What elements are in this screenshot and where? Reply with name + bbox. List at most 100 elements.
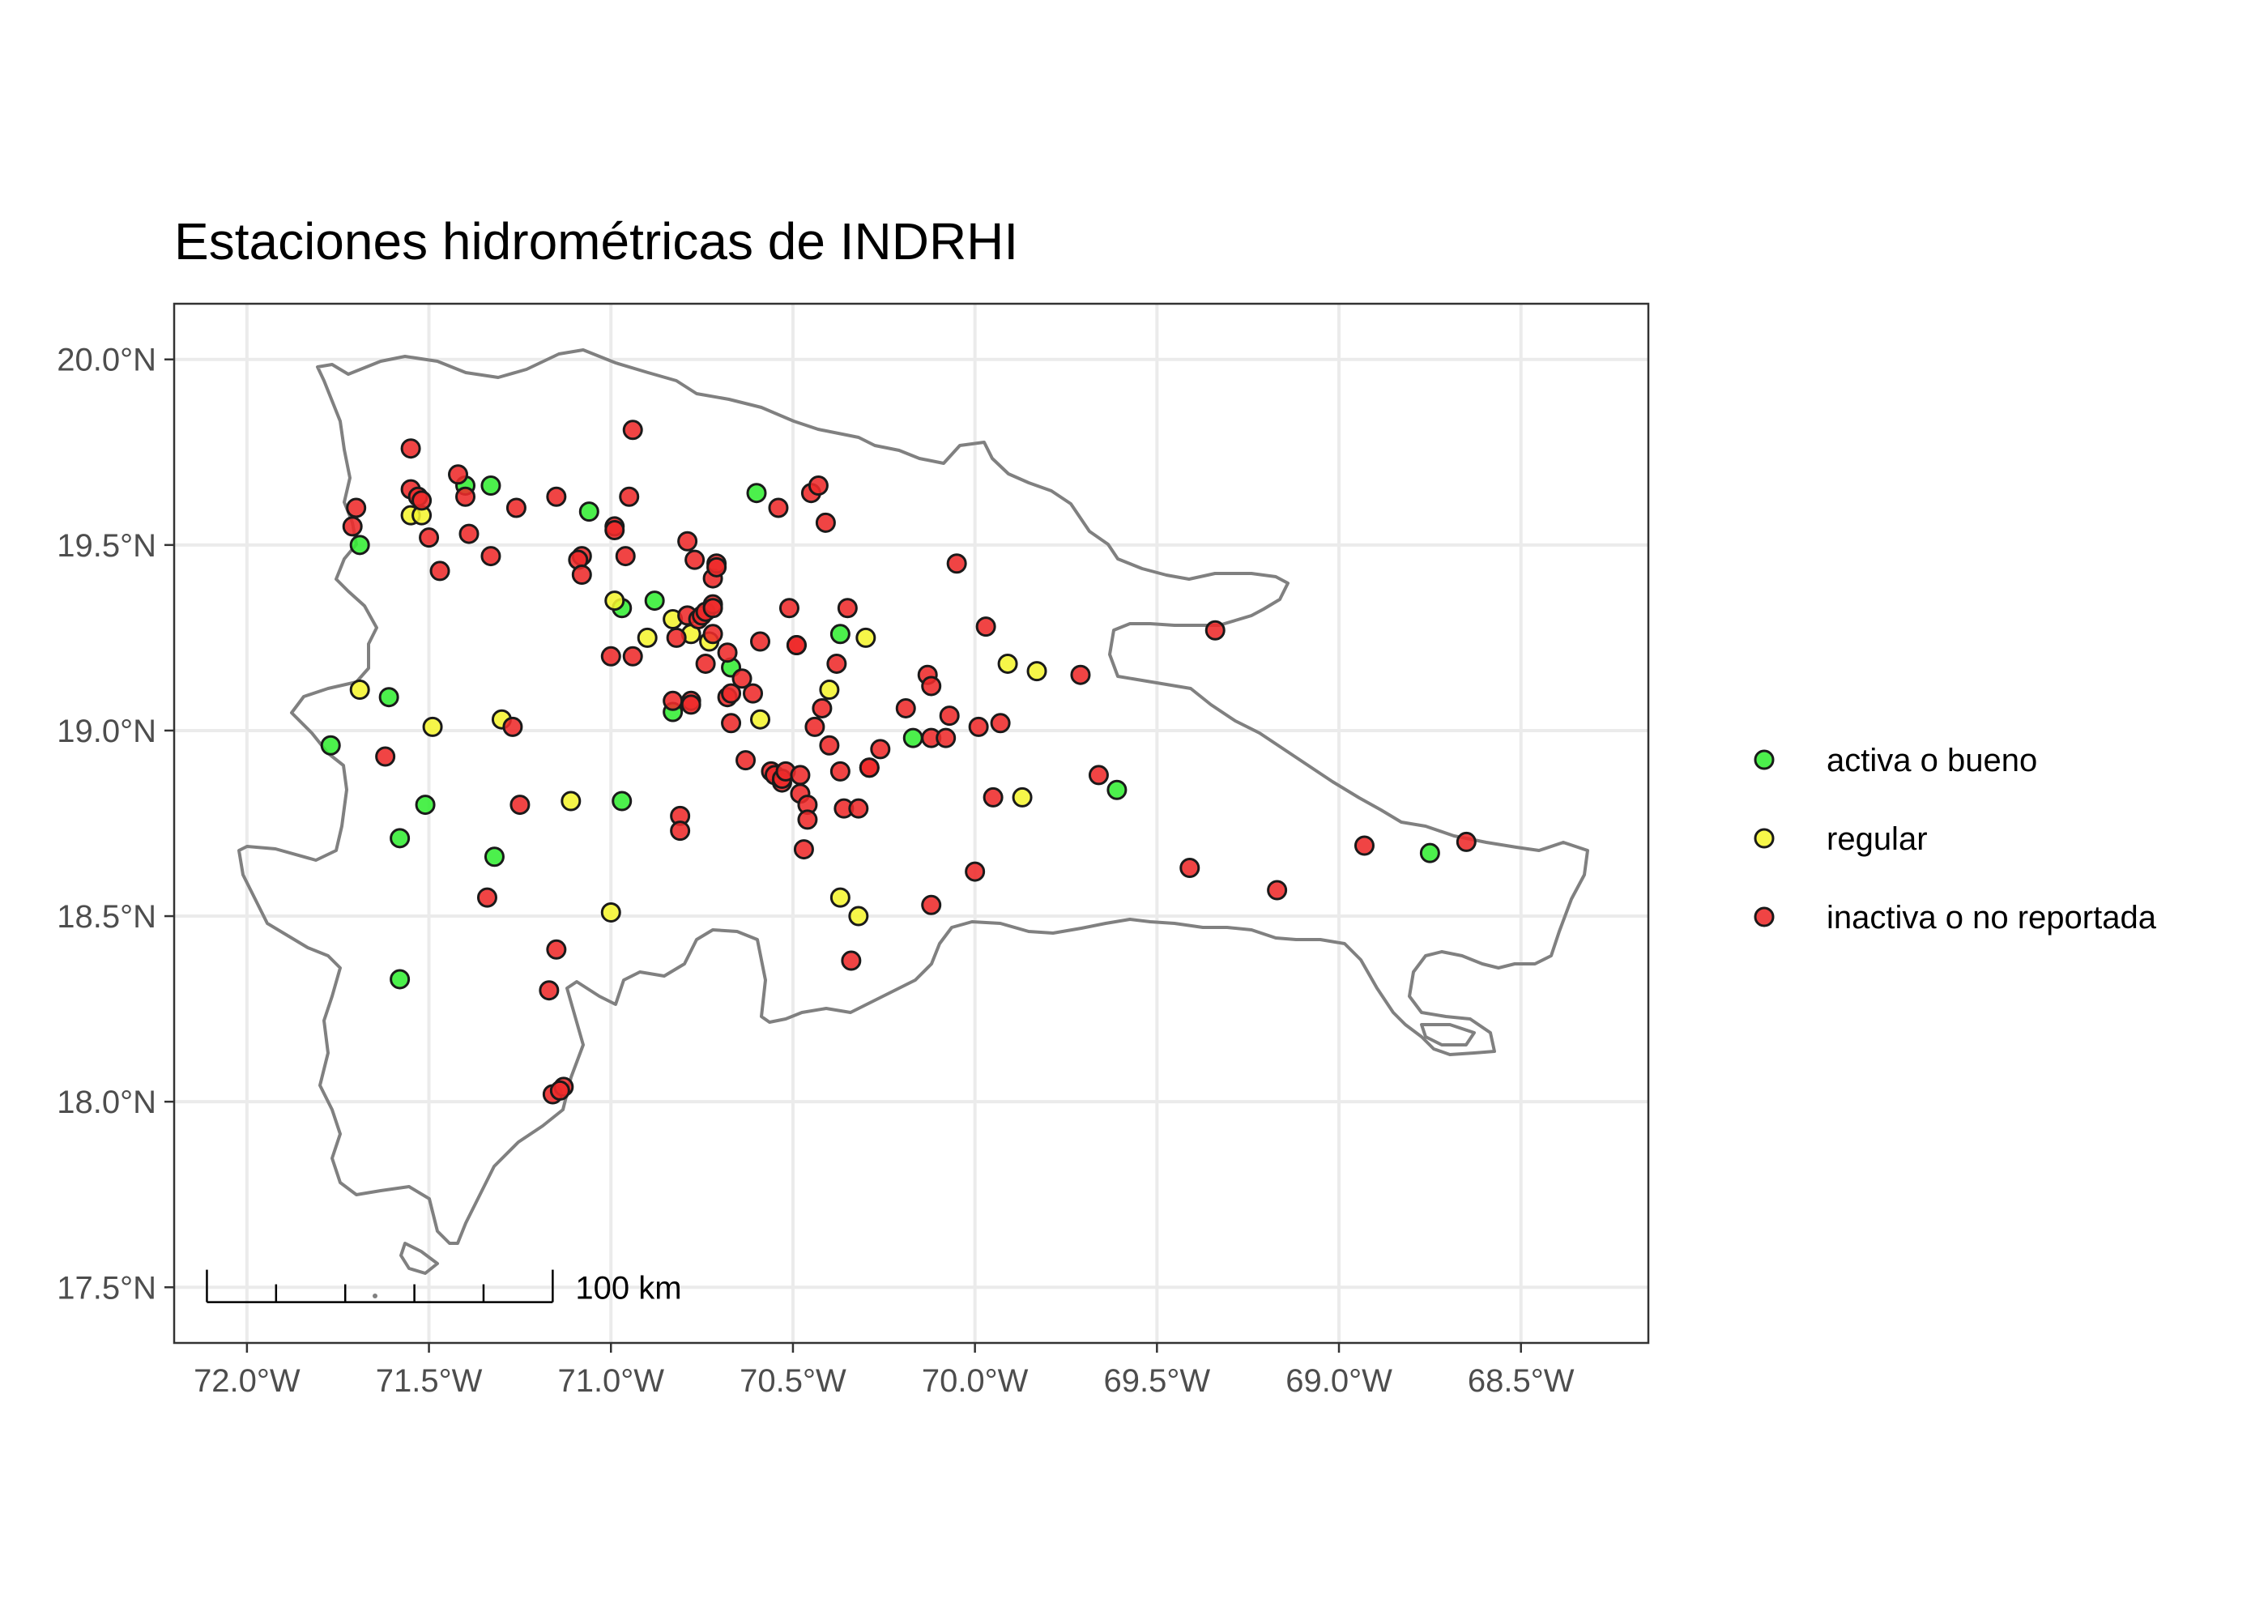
legend-key-activa (1754, 749, 1775, 770)
station-point-inactiva-108 (1456, 831, 1477, 852)
station-point-activa-19 (1419, 842, 1440, 863)
station-point-inactiva-18 (546, 939, 567, 960)
station-point-activa-4 (390, 969, 411, 990)
x-tick-label-0: 72.0°W (194, 1363, 301, 1399)
station-point-regular-15 (848, 906, 869, 927)
station-point-inactiva-29 (615, 546, 636, 567)
station-point-inactiva-68 (786, 635, 807, 656)
station-point-inactiva-62 (768, 497, 789, 518)
station-point-inactiva-15 (509, 795, 531, 816)
station-point-inactiva-40 (680, 694, 701, 715)
station-point-inactiva-28 (604, 520, 625, 541)
station-point-inactiva-9 (448, 464, 469, 485)
station-point-inactiva-57 (735, 750, 757, 771)
station-point-inactiva-98 (968, 716, 989, 737)
station-point-inactiva-12 (480, 546, 501, 567)
station-point-inactiva-37 (677, 531, 698, 552)
station-point-inactiva-75 (804, 716, 825, 737)
station-point-inactiva-36 (670, 821, 691, 842)
station-point-regular-12 (750, 709, 771, 730)
station-point-activa-15 (746, 483, 767, 504)
station-point-inactiva-87 (859, 757, 880, 778)
station-point-regular-5 (561, 791, 582, 812)
station-point-inactiva-34 (666, 627, 687, 648)
station-point-activa-11 (612, 791, 633, 812)
station-point-inactiva-50 (702, 598, 723, 619)
station-point-activa-8 (484, 846, 505, 867)
x-tick-label-1: 71.5°W (376, 1363, 483, 1399)
x-tick-label-4: 70.0°W (922, 1363, 1029, 1399)
station-point-inactiva-100 (983, 786, 1004, 808)
x-tick-label-5: 69.5°W (1104, 1363, 1211, 1399)
station-point-regular-14 (829, 887, 850, 908)
station-point-inactiva-73 (797, 809, 818, 830)
x-tick-label-3: 70.5°W (740, 1363, 846, 1399)
station-point-inactiva-30 (619, 486, 640, 507)
station-point-activa-3 (390, 828, 411, 849)
station-point-inactiva-66 (778, 598, 799, 619)
legend-label-regular: regular (1827, 821, 1928, 857)
station-point-inactiva-11 (458, 523, 480, 544)
legend-key-regular (1754, 828, 1775, 849)
station-point-regular-16 (855, 627, 876, 648)
station-point-inactiva-79 (819, 735, 840, 756)
station-point-activa-16 (829, 624, 850, 645)
station-point-inactiva-33 (663, 690, 684, 711)
station-point-inactiva-1 (342, 516, 363, 537)
station-point-inactiva-71 (793, 839, 814, 860)
station-points (320, 420, 1477, 1105)
station-point-regular-3 (422, 716, 443, 737)
station-point-inactiva-22 (546, 486, 567, 507)
station-point-activa-1 (349, 535, 370, 556)
station-point-inactiva-83 (837, 598, 858, 619)
station-point-inactiva-78 (815, 512, 836, 533)
station-point-inactiva-97 (965, 861, 986, 882)
station-point-regular-18 (1012, 786, 1033, 808)
station-point-regular-17 (997, 653, 1018, 674)
chart-title: Estaciones hidrométricas de INDRHI (174, 212, 1018, 271)
station-point-inactiva-31 (622, 420, 643, 441)
station-point-inactiva-26 (600, 646, 621, 667)
station-point-inactiva-51 (702, 624, 723, 645)
station-point-regular-0 (349, 680, 370, 701)
x-tick-label-6: 69.0°W (1285, 1363, 1392, 1399)
station-point-inactiva-5 (411, 490, 433, 511)
x-tick-label-2: 71.0°W (557, 1363, 664, 1399)
station-point-inactiva-21 (549, 1080, 570, 1101)
station-point-inactiva-88 (870, 739, 891, 760)
station-point-inactiva-76 (808, 475, 829, 497)
y-tick-label-5: 20.0°N (57, 343, 156, 378)
station-point-regular-6 (600, 902, 621, 923)
station-point-inactiva-81 (829, 761, 850, 782)
station-point-inactiva-32 (622, 646, 643, 667)
station-point-inactiva-17 (539, 980, 560, 1001)
station-point-activa-0 (320, 735, 341, 756)
y-tick-label-3: 19.0°N (57, 714, 156, 749)
station-point-activa-9 (578, 501, 599, 522)
y-tick-label-0: 17.5°N (57, 1270, 156, 1306)
station-point-inactiva-101 (990, 713, 1011, 734)
station-point-regular-13 (819, 680, 840, 701)
legend: activa o bueno regular inactiva o no repor… (1754, 743, 2157, 936)
station-point-inactiva-52 (717, 642, 738, 663)
station-point-inactiva-48 (706, 556, 727, 578)
station-point-inactiva-13 (502, 716, 523, 737)
y-tick-label-2: 18.5°N (57, 899, 156, 935)
station-point-inactiva-0 (346, 497, 367, 518)
station-point-inactiva-99 (975, 616, 996, 637)
station-point-inactiva-96 (946, 553, 967, 574)
station-point-inactiva-89 (895, 697, 916, 718)
station-point-regular-8 (637, 627, 658, 648)
station-point-inactiva-56 (731, 668, 752, 689)
station-point-inactiva-54 (721, 683, 742, 704)
station-point-inactiva-59 (750, 631, 771, 652)
station-point-inactiva-7 (429, 561, 450, 582)
x-tick-label-7: 68.5°W (1468, 1363, 1575, 1399)
station-point-inactiva-85 (848, 798, 869, 819)
station-point-inactiva-41 (684, 549, 706, 570)
station-point-activa-2 (378, 687, 399, 708)
station-point-regular-7 (604, 590, 625, 612)
y-tick-label-4: 19.5°N (57, 528, 156, 564)
